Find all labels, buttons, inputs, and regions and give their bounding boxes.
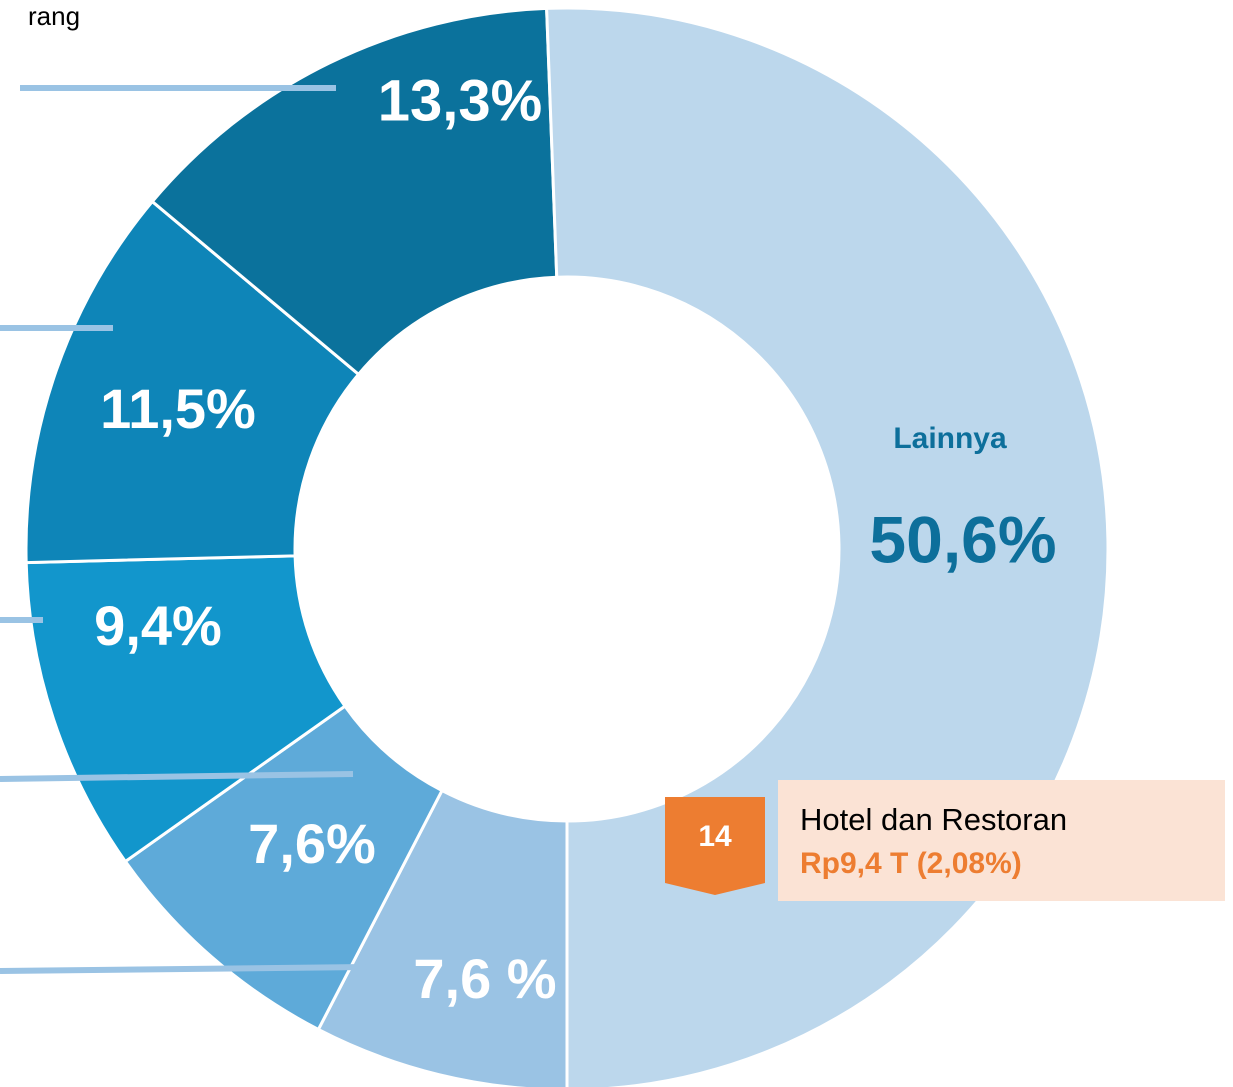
- callout-detail: Rp9,4 T (2,08%): [800, 847, 1022, 880]
- callout-number: 14: [698, 820, 732, 853]
- header-fragment: rang: [28, 1, 80, 31]
- callout-badge: [665, 797, 765, 895]
- callout-box: [778, 780, 1225, 901]
- value-label: 9,4%: [94, 594, 222, 657]
- value-label: 7,6%: [248, 812, 376, 875]
- value-label: 13,3%: [378, 68, 542, 133]
- value-label: 11,5%: [100, 377, 256, 440]
- callout-title: Hotel dan Restoran: [800, 802, 1067, 837]
- value-label: 7,6 %: [413, 947, 556, 1010]
- slice: [24, 554, 348, 864]
- slice: [24, 199, 361, 565]
- leader-lines: [0, 85, 367, 974]
- leader-line: [0, 771, 354, 782]
- leader-line: [0, 964, 367, 974]
- slice: [150, 6, 559, 377]
- category-label: Lainnya: [893, 422, 1007, 455]
- value-label: 50,6%: [869, 502, 1056, 576]
